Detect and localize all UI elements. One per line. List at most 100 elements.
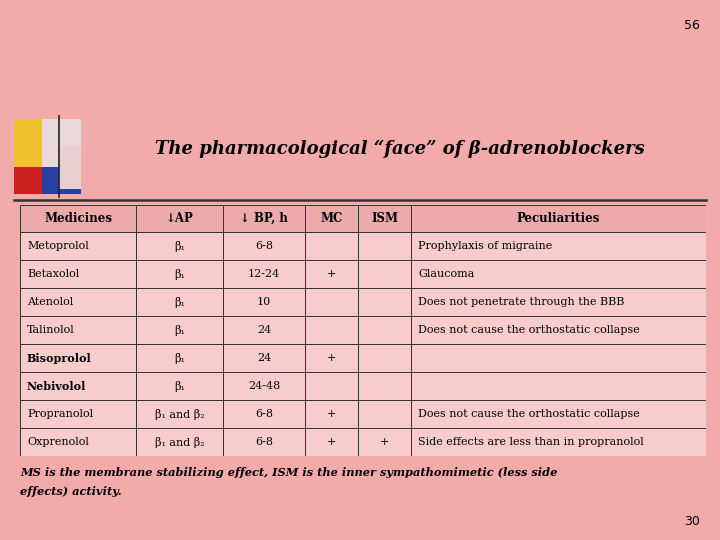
Bar — [20, 345, 136, 372]
Text: ISM: ISM — [371, 212, 398, 225]
Bar — [358, 205, 411, 232]
Bar — [136, 345, 223, 372]
Text: Prophylaxis of migraine: Prophylaxis of migraine — [418, 241, 552, 251]
Bar — [305, 372, 358, 400]
Text: Betaxolol: Betaxolol — [27, 269, 79, 279]
Bar — [223, 288, 305, 316]
Text: Does not cause the orthostatic collapse: Does not cause the orthostatic collapse — [418, 325, 640, 335]
Bar — [358, 400, 411, 428]
Text: β₁: β₁ — [174, 269, 185, 280]
Bar — [305, 345, 358, 372]
Text: +: + — [327, 353, 336, 363]
Text: MS is the membrane stabilizing effect, ISM is the inner sympathomimetic (less si: MS is the membrane stabilizing effect, I… — [20, 467, 557, 478]
Bar — [411, 345, 706, 372]
Bar — [20, 260, 136, 288]
Text: β₁: β₁ — [174, 353, 185, 364]
Text: +: + — [327, 409, 336, 419]
Text: +: + — [327, 437, 336, 447]
Text: MC: MC — [320, 212, 343, 225]
Bar — [136, 260, 223, 288]
Text: Bisoprolol: Bisoprolol — [27, 353, 91, 364]
Bar — [305, 205, 358, 232]
Text: 24-48: 24-48 — [248, 381, 280, 391]
Bar — [136, 288, 223, 316]
Text: Medicines: Medicines — [44, 212, 112, 225]
Bar — [411, 288, 706, 316]
Text: Peculiarities: Peculiarities — [517, 212, 600, 225]
Bar — [358, 316, 411, 345]
Bar — [223, 260, 305, 288]
Text: Metoprolol: Metoprolol — [27, 241, 89, 251]
Bar — [136, 428, 223, 456]
Text: ↓ BP, h: ↓ BP, h — [240, 212, 288, 225]
Text: Nebivolol: Nebivolol — [27, 381, 86, 392]
Bar — [411, 428, 706, 456]
Bar — [358, 428, 411, 456]
Bar — [411, 232, 706, 260]
Text: 12-24: 12-24 — [248, 269, 280, 279]
Text: +: + — [327, 269, 336, 279]
Bar — [136, 400, 223, 428]
Text: 6-8: 6-8 — [255, 409, 273, 419]
Bar — [136, 205, 223, 232]
Bar — [358, 260, 411, 288]
Text: Talinolol: Talinolol — [27, 325, 75, 335]
Text: Glaucoma: Glaucoma — [418, 269, 474, 279]
Bar — [411, 205, 706, 232]
Text: β₁: β₁ — [174, 297, 185, 308]
Text: The pharmacological “face” of β-adrenoblockers: The pharmacological “face” of β-adrenobl… — [155, 139, 644, 158]
Text: Atenolol: Atenolol — [27, 297, 73, 307]
Bar — [358, 372, 411, 400]
Text: β₁: β₁ — [174, 241, 185, 252]
Bar — [305, 316, 358, 345]
Text: β₁: β₁ — [174, 325, 185, 336]
Bar — [411, 260, 706, 288]
Text: Side effects are less than in propranolol: Side effects are less than in propranolo… — [418, 437, 644, 447]
Text: Propranolol: Propranolol — [27, 409, 93, 419]
Text: 56: 56 — [684, 19, 700, 32]
Bar — [358, 232, 411, 260]
Bar — [411, 316, 706, 345]
Bar — [136, 232, 223, 260]
Bar — [305, 428, 358, 456]
Bar — [411, 372, 706, 400]
Bar — [223, 232, 305, 260]
Bar — [20, 372, 136, 400]
Text: 6-8: 6-8 — [255, 241, 273, 251]
Bar — [411, 400, 706, 428]
Bar — [136, 316, 223, 345]
Text: β₁ and β₂: β₁ and β₂ — [155, 437, 204, 448]
Bar — [223, 205, 305, 232]
Text: 30: 30 — [684, 515, 700, 528]
Text: β₁ and β₂: β₁ and β₂ — [155, 409, 204, 420]
Bar — [20, 316, 136, 345]
Bar — [20, 400, 136, 428]
Bar — [136, 372, 223, 400]
Text: 24: 24 — [257, 325, 271, 335]
Bar — [223, 345, 305, 372]
Bar — [358, 345, 411, 372]
Bar — [20, 205, 136, 232]
Text: ↓AP: ↓AP — [166, 212, 194, 225]
Bar — [223, 372, 305, 400]
Bar — [305, 232, 358, 260]
Bar — [20, 428, 136, 456]
Text: β₁: β₁ — [174, 381, 185, 392]
Bar — [305, 260, 358, 288]
Bar — [305, 288, 358, 316]
Text: +: + — [380, 437, 390, 447]
Bar — [223, 428, 305, 456]
Text: 10: 10 — [257, 297, 271, 307]
Text: effects) activity.: effects) activity. — [20, 486, 122, 497]
Bar — [223, 400, 305, 428]
Text: Does not penetrate through the BBB: Does not penetrate through the BBB — [418, 297, 624, 307]
Bar — [223, 316, 305, 345]
Text: 6-8: 6-8 — [255, 437, 273, 447]
Text: Oxprenolol: Oxprenolol — [27, 437, 89, 447]
Bar — [305, 400, 358, 428]
Bar — [20, 288, 136, 316]
Text: 24: 24 — [257, 353, 271, 363]
Bar — [20, 232, 136, 260]
Text: Does not cause the orthostatic collapse: Does not cause the orthostatic collapse — [418, 409, 640, 419]
Bar — [358, 288, 411, 316]
